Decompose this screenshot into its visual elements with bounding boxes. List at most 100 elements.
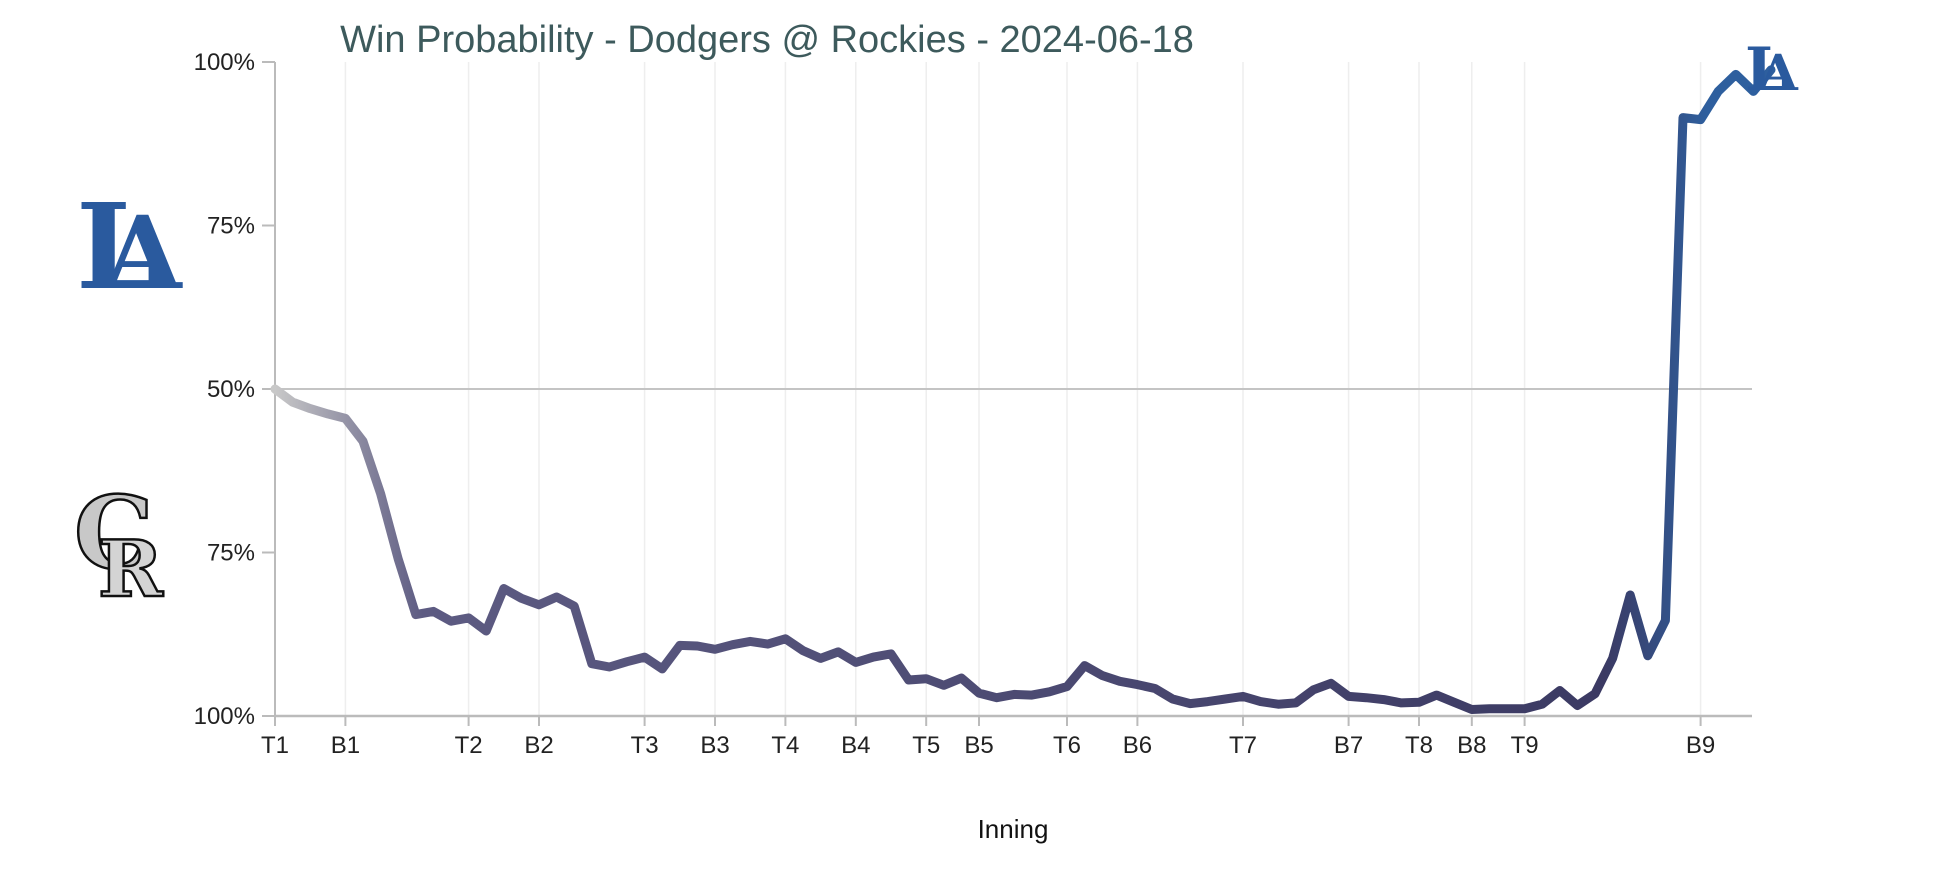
line-point — [1344, 692, 1353, 701]
line-point — [1291, 698, 1300, 707]
y-tick-label: 50% — [207, 376, 255, 403]
x-tick-label: B6 — [1123, 732, 1152, 759]
line-point — [1591, 689, 1600, 698]
line-point — [658, 664, 667, 673]
line-point — [587, 659, 596, 668]
line-point — [394, 555, 403, 564]
line-point — [1010, 690, 1019, 699]
svg-text:L: L — [76, 177, 159, 316]
line-point — [763, 640, 772, 649]
x-tick-label: T7 — [1229, 732, 1257, 759]
line-point — [605, 663, 614, 672]
line-point — [552, 593, 561, 602]
line-point — [904, 676, 913, 685]
line-point — [1520, 704, 1529, 713]
line-point — [1203, 697, 1212, 706]
line-point — [499, 584, 508, 593]
y-tick-label: 100% — [194, 49, 255, 76]
line-point — [1133, 680, 1142, 689]
line-point — [1274, 700, 1283, 709]
svg-text:A: A — [103, 194, 183, 312]
line-point — [728, 640, 737, 649]
win-probability-line — [270, 65, 1776, 714]
line-point — [1063, 682, 1072, 691]
line-point — [1186, 699, 1195, 708]
dodgers-la-logo-line-end: L A — [1745, 35, 1799, 105]
line-point — [1661, 616, 1670, 625]
line-point — [1608, 654, 1617, 663]
line-point — [1221, 695, 1230, 704]
x-tick-label: T1 — [261, 732, 289, 759]
line-point — [1467, 705, 1476, 714]
line-point — [1362, 693, 1371, 702]
line-point — [323, 409, 332, 418]
line-point — [1538, 700, 1547, 709]
line-point — [1415, 698, 1424, 707]
line-point — [957, 674, 966, 683]
line-point — [1626, 591, 1635, 600]
svg-text:A: A — [1758, 43, 1799, 102]
line-point — [887, 649, 896, 658]
x-axis-ticks: T1 B1 T2 B2 T3 B3 T4 B4 T5 B5 T6 B6 T7 B7 T8 B8 T9 B9 — [261, 716, 1715, 759]
line-point — [341, 414, 350, 423]
line-point — [1450, 698, 1459, 707]
line-point — [306, 404, 315, 413]
x-tick-label: T8 — [1405, 732, 1433, 759]
x-tick-label: B2 — [524, 732, 553, 759]
y-tick-label: 75% — [207, 540, 255, 567]
line-point — [1256, 697, 1265, 706]
x-tick-label: T9 — [1511, 732, 1539, 759]
line-point — [869, 653, 878, 662]
line-point — [517, 594, 526, 603]
y-tick-label: 100% — [194, 703, 255, 730]
line-point — [851, 658, 860, 667]
line-point — [1239, 692, 1248, 701]
y-axis-ticks: 100% 75% 50% 75% 100% — [194, 49, 275, 730]
x-tick-label: B3 — [700, 732, 729, 759]
x-tick-label: T6 — [1053, 732, 1081, 759]
line-point — [288, 398, 297, 407]
line-point — [623, 657, 632, 666]
line-point — [1714, 87, 1723, 96]
line-point — [816, 654, 825, 663]
line-point — [746, 637, 755, 646]
line-point — [1731, 70, 1740, 79]
line-point — [1115, 677, 1124, 686]
line-point — [464, 613, 473, 622]
line-point — [1679, 113, 1688, 122]
rockies-cr-logo: C R — [73, 473, 166, 617]
chart-title: Win Probability - Dodgers @ Rockies - 20… — [340, 19, 1194, 61]
line-point — [834, 647, 843, 656]
line-point — [675, 641, 684, 650]
line-point — [1309, 685, 1318, 694]
x-tick-label: T3 — [631, 732, 659, 759]
line-point — [781, 634, 790, 643]
line-point — [711, 645, 720, 654]
svg-text:L: L — [1745, 35, 1787, 105]
x-tick-label: B7 — [1334, 732, 1363, 759]
line-point — [1080, 661, 1089, 670]
line-point — [693, 642, 702, 651]
y-tick-label: 75% — [207, 213, 255, 240]
svg-text:R: R — [98, 524, 164, 615]
line-point — [939, 681, 948, 690]
line-point — [799, 646, 808, 655]
x-axis-title: Inning — [978, 814, 1049, 844]
line-point — [1485, 704, 1494, 713]
line-point — [1098, 671, 1107, 680]
line-point — [1573, 701, 1582, 710]
line-point — [1027, 691, 1036, 700]
line-point — [1432, 691, 1441, 700]
line-point — [447, 617, 456, 626]
x-tick-label: B8 — [1457, 732, 1486, 759]
line-point — [271, 385, 280, 394]
x-tick-label: T5 — [912, 732, 940, 759]
line-point — [429, 607, 438, 616]
x-tick-label: B1 — [331, 732, 360, 759]
line-point — [411, 610, 420, 619]
line-point — [1327, 679, 1336, 688]
line-point — [1555, 686, 1564, 695]
dodgers-la-logo: L A — [76, 177, 183, 316]
x-tick-label: B5 — [964, 732, 993, 759]
line-point — [1045, 687, 1054, 696]
